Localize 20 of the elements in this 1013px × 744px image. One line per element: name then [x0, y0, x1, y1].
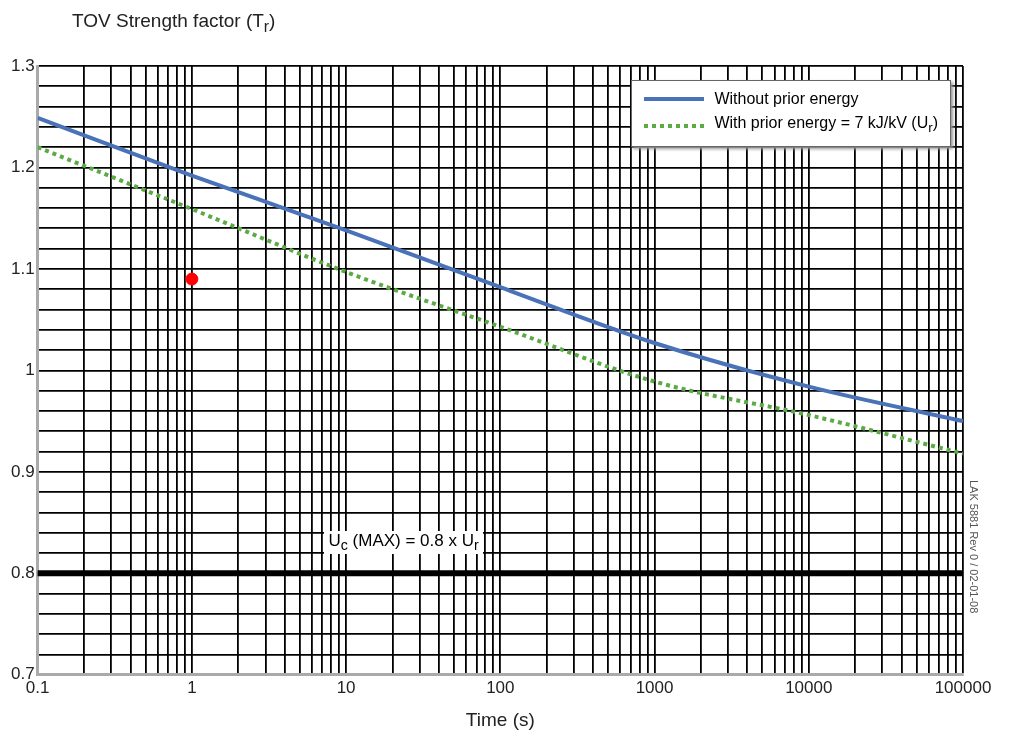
line-series	[37, 115, 963, 424]
y-tick-label: 1	[25, 360, 35, 380]
y-tick-label: 0.9	[10, 461, 35, 481]
x-tick-label: 100	[486, 677, 515, 697]
legend-label: Without prior energy	[714, 89, 859, 109]
line-series	[37, 145, 963, 456]
legend-label: With prior energy = 7 kJ/kV (U$_{r}$)	[714, 113, 938, 138]
x-axis-title: Time (s)	[465, 708, 535, 730]
y-tick-label: 1.3	[10, 55, 35, 75]
y-axis-title: TOV Strength factor (T$_{r}$)	[72, 10, 276, 36]
ref-line-label: U$_{c}$ (MAX) = 0.8 x U$_{r}$	[324, 531, 483, 554]
y-tick-label: 0.8	[10, 563, 35, 583]
y-tick-label: 1.2	[10, 157, 35, 177]
x-tick-label: 100000	[934, 677, 992, 697]
x-tick-label: 1000	[635, 677, 674, 697]
x-tick-label: 10	[336, 677, 356, 697]
text: LAK 5881 Rev 0 / 02-01-08	[968, 480, 980, 614]
x-tick-label: 1	[187, 677, 197, 697]
y-tick-label: 1.1	[10, 258, 35, 278]
x-tick-label: 10000	[785, 677, 833, 697]
